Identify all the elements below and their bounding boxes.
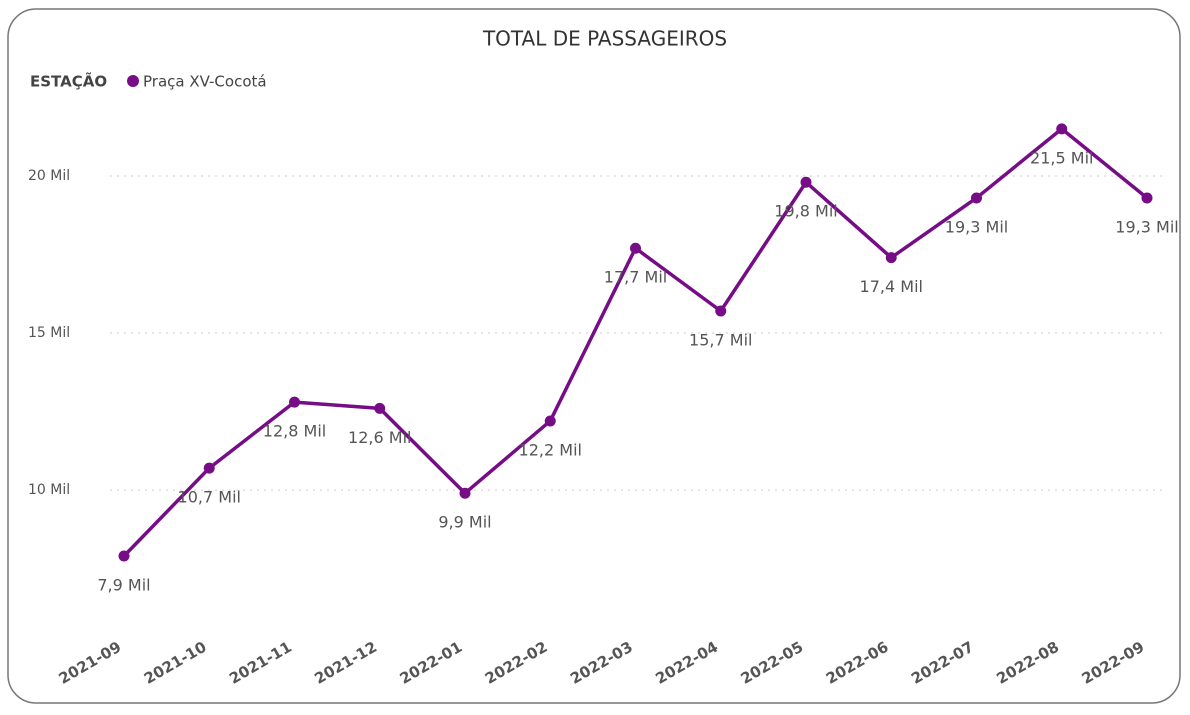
point bbox=[459, 487, 471, 499]
data-label: 19,3 Mil bbox=[945, 217, 1008, 236]
point bbox=[885, 252, 897, 264]
data-label: 12,8 Mil bbox=[263, 422, 326, 441]
data-label: 19,3 Mil bbox=[1115, 217, 1178, 236]
data-label: 7,9 Mil bbox=[97, 576, 150, 595]
data-label: 12,6 Mil bbox=[348, 428, 411, 447]
legend: Praça XV-Cocotá bbox=[127, 73, 267, 91]
point bbox=[289, 396, 300, 408]
point bbox=[203, 462, 215, 474]
data-label: 10,7 Mil bbox=[178, 488, 241, 507]
data-label: 9,9 Mil bbox=[438, 513, 491, 532]
data-label: 17,7 Mil bbox=[604, 268, 667, 287]
frame bbox=[7, 8, 1181, 704]
data-label: 12,2 Mil bbox=[519, 440, 582, 459]
y-tick-label: 15 Mil bbox=[28, 325, 70, 341]
y-tick-label: 10 Mil bbox=[28, 482, 70, 498]
data-label: 21,5 Mil bbox=[1030, 148, 1093, 167]
y-tick-label: 20 Mil bbox=[28, 168, 70, 184]
point bbox=[630, 242, 641, 254]
data-label: 17,4 Mil bbox=[860, 277, 923, 296]
data-label: 15,7 Mil bbox=[689, 331, 752, 350]
point bbox=[1056, 123, 1068, 135]
point bbox=[715, 305, 727, 317]
legend-label: Praça XV-Cocotá bbox=[143, 73, 267, 91]
legend-title: ESTAÇÃO bbox=[30, 72, 107, 91]
data-label: 19,8 Mil bbox=[774, 202, 837, 221]
point bbox=[374, 402, 386, 414]
point bbox=[971, 192, 982, 204]
chart-title: TOTAL DE PASSAGEIROS bbox=[482, 27, 727, 51]
legend-marker bbox=[127, 75, 139, 87]
point bbox=[544, 415, 556, 427]
point bbox=[118, 550, 130, 562]
point bbox=[1141, 192, 1153, 204]
point bbox=[800, 176, 812, 188]
